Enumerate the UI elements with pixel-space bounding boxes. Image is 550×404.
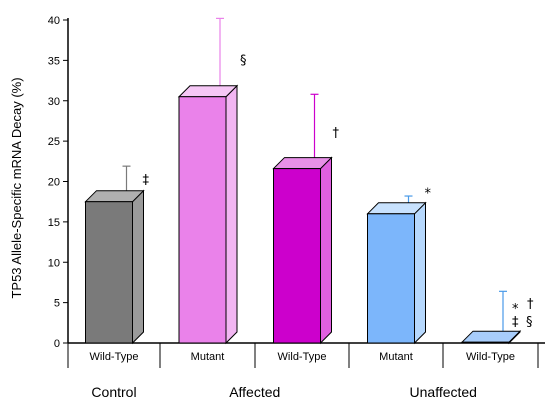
y-tick-label: 0 — [54, 338, 60, 350]
category-label: Mutant — [379, 351, 413, 363]
y-tick-label: 5 — [54, 298, 60, 310]
significance-mark: * — [425, 187, 432, 202]
y-axis-label: TP53 Allele-Specific mRNA Decay (%) — [9, 77, 24, 298]
category-label: Wild-Type — [278, 351, 327, 363]
labels: Wild-Type Mutant Wild-Type Mutant Wild-Type C… — [90, 351, 515, 400]
significance-mark: ‡ — [512, 315, 519, 330]
bar — [273, 168, 321, 344]
y-tick-label: 30 — [48, 96, 60, 108]
bar — [461, 341, 510, 344]
bar — [178, 96, 227, 344]
bar-group: † — [272, 93, 340, 345]
bars: ‡ § † * * † ‡ § — [84, 17, 534, 345]
y-tick-label: 20 — [48, 177, 60, 189]
y-tick-label: 10 — [48, 257, 60, 269]
category-label: Wild-Type — [90, 351, 139, 363]
category-label: Wild-Type — [466, 351, 515, 363]
bar-top — [460, 330, 522, 343]
bar — [85, 201, 133, 344]
bar-top — [366, 202, 427, 215]
bar-side — [132, 189, 144, 345]
group-label: Unaffected — [410, 384, 477, 400]
significance-mark: § — [240, 53, 247, 68]
significance-mark: ‡ — [143, 173, 150, 188]
bar-side — [225, 84, 238, 345]
group-label: Control — [91, 384, 136, 400]
y-tick-label: 35 — [48, 55, 60, 67]
y-tick-label: 25 — [48, 136, 60, 148]
bar — [367, 213, 415, 344]
y-tick-label: 15 — [48, 217, 60, 229]
bar-top — [84, 190, 145, 203]
significance-mark: † — [527, 297, 534, 312]
category-label: Mutant — [191, 351, 225, 363]
bar-side — [320, 156, 332, 345]
bar-group: ‡ — [84, 165, 150, 345]
group-label: Affected — [229, 384, 280, 400]
bar-group: § — [177, 17, 247, 345]
significance-mark: § — [526, 315, 533, 330]
significance-mark: * — [512, 302, 519, 317]
bar-group: * — [366, 187, 432, 345]
bar-side — [414, 201, 426, 345]
bar-top — [272, 157, 333, 170]
y-tick-label: 40 — [48, 15, 60, 27]
significance-mark: † — [333, 126, 340, 141]
bar-top — [177, 85, 239, 98]
bar-group: * † ‡ § — [460, 290, 534, 345]
